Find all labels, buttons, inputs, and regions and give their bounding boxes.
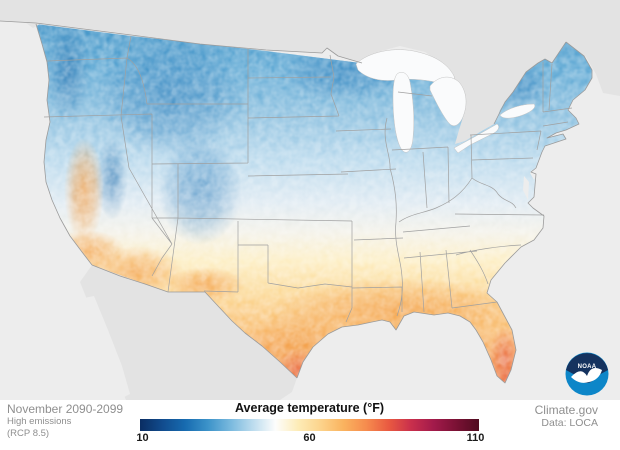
scenario-block: November 2090-2099 High emissions (RCP 8… xyxy=(7,402,123,439)
legend-ticks: 10 60 110 xyxy=(136,432,484,447)
climate-gov-credit: Climate.gov xyxy=(534,403,598,417)
legend-tick-mid: 60 xyxy=(303,432,316,444)
us-temperature-map: NOAA xyxy=(0,0,620,400)
vancouver-island xyxy=(5,5,40,28)
state-borders xyxy=(43,35,573,323)
mexico-landmass xyxy=(80,265,297,400)
map-area: NOAA xyxy=(0,0,620,400)
figure-footer: November 2090-2099 High emissions (RCP 8… xyxy=(0,398,620,450)
noaa-logo-text: NOAA xyxy=(578,364,597,370)
period-label: November 2090-2099 xyxy=(7,402,124,416)
national-borders xyxy=(0,20,593,384)
scenario-label: High emissions xyxy=(7,416,72,427)
scenario-rcp-label: (RCP 8.5) xyxy=(7,427,50,439)
data-source-credit: Data: LOCA xyxy=(541,417,598,429)
lake-ontario xyxy=(499,103,536,119)
legend-tick-max: 110 xyxy=(466,432,485,444)
temperature-colorbar xyxy=(140,419,479,431)
legend-title: Average temperature (°F) xyxy=(234,401,385,415)
credits-block: Climate.gov Data: LOCA xyxy=(535,403,598,430)
lake-huron xyxy=(429,76,467,126)
temperature-legend: Average temperature (°F) 10 60 110 xyxy=(136,401,484,447)
lake-erie xyxy=(453,123,499,154)
noaa-logo: NOAA xyxy=(565,352,609,396)
legend-tick-min: 10 xyxy=(136,432,149,444)
